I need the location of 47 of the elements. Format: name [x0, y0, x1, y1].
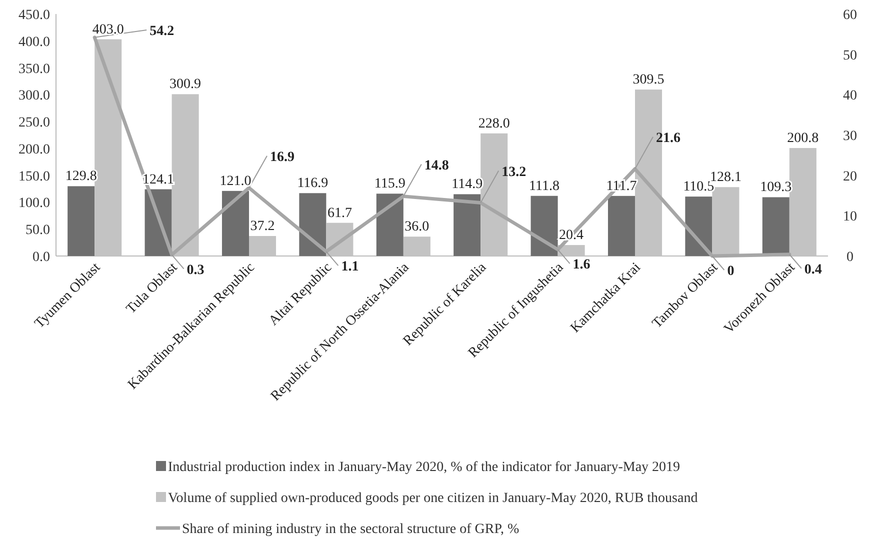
data-label: 116.9 [297, 176, 328, 192]
data-label: 14.8 [424, 158, 449, 174]
data-label: 403.0 [92, 22, 124, 38]
data-label: 111.8 [529, 178, 560, 194]
y-tick-label: 150.0 [18, 169, 50, 184]
data-label: 300.9 [170, 77, 202, 92]
y-tick-label: 450.0 [18, 8, 50, 23]
data-label: 13.2 [502, 164, 526, 180]
data-label: 0.4 [804, 262, 822, 278]
y-tick-label: 350.0 [18, 62, 50, 77]
y2-tick-label: 0 [846, 250, 854, 265]
data-label: 16.9 [270, 150, 294, 165]
data-label: 20.4 [559, 228, 584, 244]
legend-label: Industrial production index in January-May 2020, % of the indicator for January-May 2019 [168, 460, 680, 475]
data-label: 0.3 [186, 262, 204, 278]
data-label: 109.3 [760, 180, 792, 196]
data-label: 124.1 [142, 172, 174, 188]
y-tick-label: 100.0 [18, 196, 50, 212]
data-label: 114.9 [452, 177, 483, 192]
y-tick-label: 250.0 [18, 116, 50, 131]
y-tick-label: 300.0 [18, 88, 50, 104]
y2-tick-label: 40 [843, 88, 857, 104]
y2-tick-label: 50 [843, 48, 857, 64]
y-tick-label: 50.0 [26, 223, 50, 238]
data-label: 228.0 [478, 116, 510, 132]
data-label: 36.0 [404, 220, 430, 235]
data-label: 309.5 [632, 72, 664, 88]
legend-label: Share of mining industry in the sectoral structure of GRP, % [182, 522, 520, 537]
data-label: 37.2 [250, 218, 275, 234]
y2-tick-label: 10 [843, 210, 857, 225]
data-label: 21.6 [656, 130, 680, 146]
data-label: 121.0 [220, 174, 252, 189]
y2-tick-label: 20 [843, 169, 857, 184]
y2-tick-label: 30 [843, 129, 857, 144]
data-label: 115.9 [374, 176, 406, 192]
y-tick-label: 200.0 [18, 142, 50, 158]
data-label: 111.7 [606, 178, 637, 194]
y2-tick-label: 60 [843, 8, 857, 23]
data-label: 200.8 [787, 131, 819, 146]
y-tick-label: 400.0 [18, 34, 50, 50]
data-label: 129.8 [65, 169, 97, 184]
data-label: 61.7 [327, 206, 352, 221]
data-label: 54.2 [150, 24, 174, 39]
data-label: 0 [727, 264, 734, 279]
y-tick-label: 0.0 [32, 250, 50, 265]
data-label: 1.6 [572, 258, 590, 273]
legend-label: Volume of supplied own-produced goods per one citizen in January-May 2020, RUB thousand [168, 491, 698, 506]
